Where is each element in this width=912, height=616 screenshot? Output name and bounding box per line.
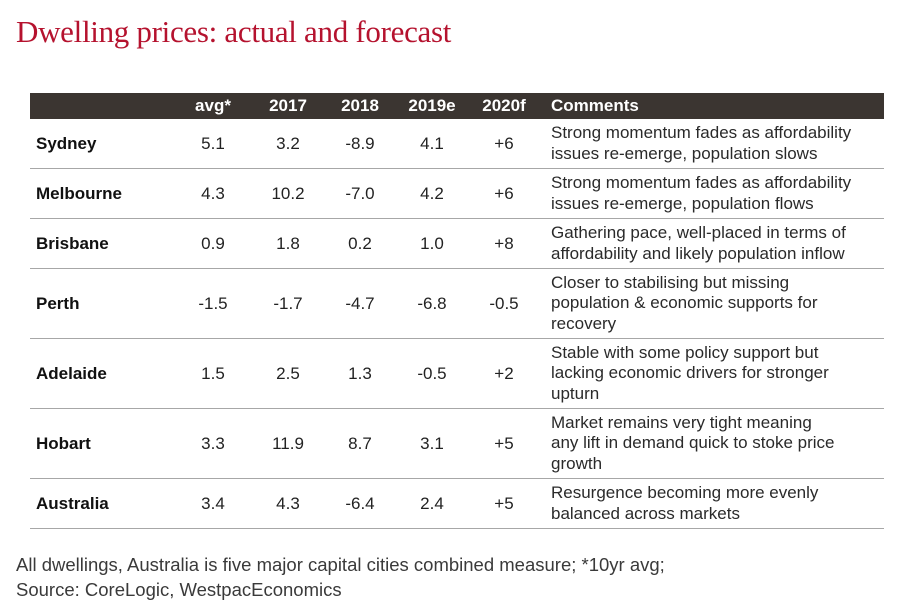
row-city: Sydney bbox=[30, 119, 174, 169]
cell-y2020f: +5 bbox=[468, 408, 540, 479]
cell-y2018: 8.7 bbox=[324, 408, 396, 479]
cell-y2017: 4.3 bbox=[252, 478, 324, 529]
cell-y2019e: 3.1 bbox=[396, 408, 468, 479]
comment-line: Market remains very tight meaning bbox=[551, 412, 812, 432]
table-row: Perth -1.5 -1.7 -4.7 -6.8 -0.5 Closer to stabi… bbox=[30, 268, 884, 339]
cell-comments: Stable with some policy support but lacki… bbox=[540, 338, 884, 409]
row-city: Brisbane bbox=[30, 218, 174, 269]
table-row: Sydney 5.1 3.2 -8.9 4.1 +6 Strong momentum fad… bbox=[30, 119, 884, 169]
header-row: avg* 2017 2018 2019e 2020f Comments bbox=[30, 93, 884, 119]
footnote-line-1: All dwellings, Australia is five major c… bbox=[16, 554, 665, 575]
cell-avg: 5.1 bbox=[174, 119, 252, 169]
table-row: Adelaide 1.5 2.5 1.3 -0.5 +2 Stable with some … bbox=[30, 338, 884, 409]
cell-y2019e: -0.5 bbox=[396, 338, 468, 409]
cell-comments: Strong momentum fades as affordability is… bbox=[540, 168, 884, 219]
cell-y2017: -1.7 bbox=[252, 268, 324, 339]
row-city: Melbourne bbox=[30, 168, 174, 219]
comment-line: Strong momentum fades as affordability bbox=[551, 173, 852, 192]
cell-avg: 0.9 bbox=[174, 218, 252, 269]
comment-line: issues re-emerge, population flows bbox=[551, 193, 814, 213]
table-row: Hobart 3.3 11.9 8.7 3.1 +5 Market remains very… bbox=[30, 408, 884, 479]
cell-avg: 3.3 bbox=[174, 408, 252, 479]
chart-title: Dwelling prices: actual and forecast bbox=[16, 14, 452, 49]
comment-line: issues re-emerge, population slows bbox=[551, 143, 818, 163]
cell-y2017: 10.2 bbox=[252, 168, 324, 219]
cell-y2020f: +8 bbox=[468, 218, 540, 269]
comment-line: Gathering pace, well-placed in terms of bbox=[551, 223, 846, 242]
cell-y2018: 0.2 bbox=[324, 218, 396, 269]
comment-line: Resurgence becoming more evenly bbox=[551, 483, 819, 502]
row-city: Australia bbox=[30, 478, 174, 529]
row-city: Hobart bbox=[30, 408, 174, 479]
footnote-line-2: Source: CoreLogic, WestpacEconomics bbox=[16, 579, 342, 600]
footnote: All dwellings, Australia is five major c… bbox=[16, 552, 896, 602]
comment-line: affordability and likely population infl… bbox=[551, 243, 845, 263]
comment-line: Stable with some policy support but bbox=[551, 342, 819, 362]
comment-line: any lift in demand quick to stoke price bbox=[551, 433, 835, 453]
cell-y2020f: +6 bbox=[468, 168, 540, 219]
header-city bbox=[30, 93, 174, 119]
cell-y2017: 3.2 bbox=[252, 119, 324, 169]
dwelling-prices-table: avg* 2017 2018 2019e 2020f Comments Sydn… bbox=[30, 93, 884, 529]
header-2018: 2018 bbox=[324, 93, 396, 119]
header-2020f: 2020f bbox=[468, 93, 540, 119]
cell-avg: 1.5 bbox=[174, 338, 252, 409]
cell-y2020f: +2 bbox=[468, 338, 540, 409]
table-row: Melbourne 4.3 10.2 -7.0 4.2 +6 Strong momentum… bbox=[30, 168, 884, 219]
cell-avg: 4.3 bbox=[174, 168, 252, 219]
comment-line: Strong momentum fades as affordability bbox=[551, 123, 852, 142]
comment-line: Closer to stabilising but missing bbox=[551, 272, 790, 292]
comment-line: balanced across markets bbox=[551, 503, 740, 523]
cell-y2020f: +5 bbox=[468, 478, 540, 529]
cell-y2018: -6.4 bbox=[324, 478, 396, 529]
cell-y2018: -7.0 bbox=[324, 168, 396, 219]
header-avg: avg* bbox=[174, 93, 252, 119]
cell-y2018: -8.9 bbox=[324, 119, 396, 169]
table-row: Brisbane 0.9 1.8 0.2 1.0 +8 Gathering pace, we… bbox=[30, 218, 884, 269]
cell-y2019e: 2.4 bbox=[396, 478, 468, 529]
cell-avg: -1.5 bbox=[174, 268, 252, 339]
cell-y2019e: 4.1 bbox=[396, 119, 468, 169]
comment-line: growth bbox=[551, 453, 603, 473]
cell-y2017: 11.9 bbox=[252, 408, 324, 479]
table-row: Australia 3.4 4.3 -6.4 2.4 +5 Resurgence becom… bbox=[30, 478, 884, 529]
comment-line: upturn bbox=[551, 383, 600, 403]
cell-comments: Market remains very tight meaning any lif… bbox=[540, 408, 884, 479]
cell-y2020f: -0.5 bbox=[468, 268, 540, 339]
cell-y2017: 1.8 bbox=[252, 218, 324, 269]
header-comments: Comments bbox=[540, 93, 884, 119]
cell-y2020f: +6 bbox=[468, 119, 540, 169]
cell-comments: Resurgence becoming more evenly balanced … bbox=[540, 478, 884, 529]
cell-y2017: 2.5 bbox=[252, 338, 324, 409]
comment-line: recovery bbox=[551, 313, 617, 333]
cell-y2019e: -6.8 bbox=[396, 268, 468, 339]
header-2019e: 2019e bbox=[396, 93, 468, 119]
comment-line: lacking economic drivers for stronger bbox=[551, 363, 829, 383]
header-2017: 2017 bbox=[252, 93, 324, 119]
table-body: Sydney 5.1 3.2 -8.9 4.1 +6 Strong momentum fad… bbox=[30, 119, 884, 529]
row-city: Perth bbox=[30, 268, 174, 339]
row-city: Adelaide bbox=[30, 338, 174, 409]
cell-y2018: 1.3 bbox=[324, 338, 396, 409]
cell-y2018: -4.7 bbox=[324, 268, 396, 339]
cell-comments: Closer to stabilising but missing populat… bbox=[540, 268, 884, 339]
cell-y2019e: 1.0 bbox=[396, 218, 468, 269]
cell-comments: Strong momentum fades as affordability is… bbox=[540, 119, 884, 169]
comment-line: population & economic supports for bbox=[551, 293, 818, 313]
cell-avg: 3.4 bbox=[174, 478, 252, 529]
cell-y2019e: 4.2 bbox=[396, 168, 468, 219]
cell-comments: Gathering pace, well-placed in terms of a… bbox=[540, 218, 884, 269]
